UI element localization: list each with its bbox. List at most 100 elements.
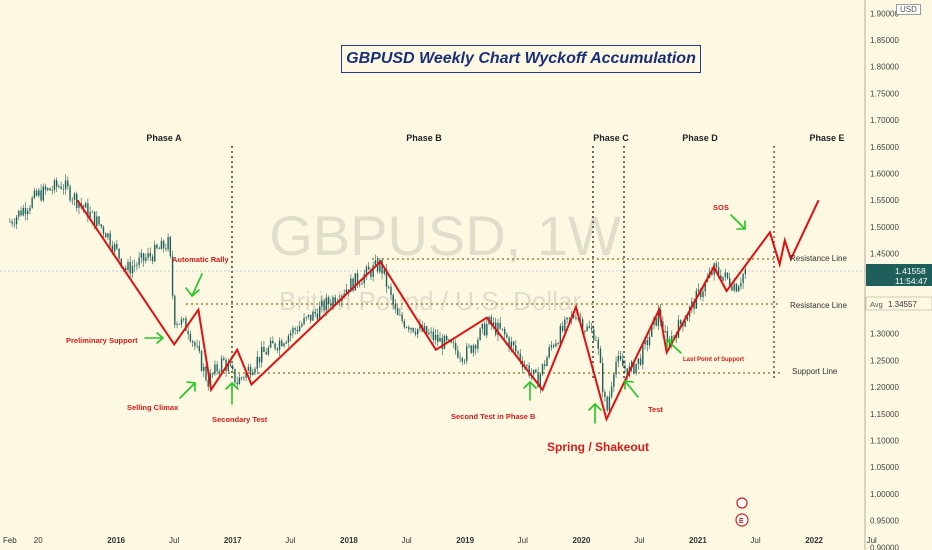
- candle: [443, 335, 446, 349]
- candle: [200, 351, 203, 371]
- candle: [365, 266, 368, 275]
- candle: [323, 300, 325, 311]
- candle: [722, 276, 724, 281]
- candle: [234, 368, 236, 383]
- candle: [613, 374, 615, 387]
- candle: [646, 339, 648, 346]
- candle: [13, 223, 16, 225]
- candle: [11, 221, 13, 224]
- candle: [584, 330, 586, 332]
- candle: [680, 320, 682, 324]
- candle: [314, 311, 316, 314]
- x-tick-label: 20: [34, 536, 43, 545]
- candle: [742, 274, 744, 283]
- candle: [557, 343, 559, 344]
- candle: [145, 257, 147, 261]
- candle: [586, 326, 588, 331]
- candle: [573, 315, 575, 318]
- candle: [537, 372, 539, 388]
- resistance-lower-label: Resistance Line: [790, 301, 847, 310]
- candle: [541, 364, 544, 375]
- candle: [470, 345, 472, 353]
- y-tick-label: 1.85000: [870, 36, 899, 45]
- candle: [67, 180, 69, 187]
- test-label: Test: [648, 405, 663, 414]
- candle: [35, 190, 38, 196]
- arrow-icon: [144, 332, 165, 344]
- candle: [240, 377, 243, 379]
- resistance-upper-label: Resistance Line: [790, 254, 847, 263]
- candle: [289, 333, 292, 336]
- candle: [590, 327, 593, 330]
- candle: [307, 314, 310, 317]
- candle: [96, 216, 98, 227]
- candle: [597, 339, 599, 349]
- candle: [519, 353, 521, 362]
- y-tick-label: 1.00000: [870, 490, 899, 499]
- phase-a-label: Phase A: [146, 133, 182, 143]
- last-price-tag: [866, 264, 932, 286]
- y-tick-label: 1.30000: [870, 330, 899, 339]
- chart-title: GBPUSD Weekly Chart Wyckoff Accumulation: [341, 45, 701, 73]
- candle: [60, 186, 62, 189]
- candle: [22, 208, 24, 216]
- candle: [20, 210, 22, 216]
- candle: [69, 186, 71, 201]
- candle: [176, 323, 178, 325]
- candle: [303, 317, 305, 325]
- candle: [343, 293, 345, 296]
- candle: [463, 360, 466, 362]
- candle: [352, 278, 354, 291]
- candle: [637, 358, 640, 364]
- candle: [390, 286, 392, 295]
- candle: [735, 283, 738, 292]
- lps-label: Last Point of Support: [683, 357, 744, 363]
- candle: [535, 369, 537, 373]
- candle: [454, 343, 457, 351]
- candle: [704, 281, 706, 292]
- time-axis: Feb 20 2016 Jul 2017 Jul 2018 Jul 2019 Jul 2020 Jul…: [3, 536, 877, 545]
- candle: [276, 348, 279, 350]
- candle: [169, 237, 172, 257]
- candle: [64, 180, 67, 190]
- candle: [651, 324, 653, 337]
- candle: [448, 339, 450, 341]
- candle: [457, 350, 459, 358]
- candle: [367, 266, 370, 270]
- candle: [15, 216, 18, 225]
- candle: [508, 337, 510, 348]
- candle: [602, 363, 604, 392]
- candle: [254, 368, 256, 373]
- candle: [24, 208, 27, 215]
- candle: [232, 365, 234, 369]
- arrow-icon: [225, 381, 239, 405]
- candle: [55, 180, 58, 187]
- candle: [350, 278, 352, 292]
- candle: [434, 334, 437, 340]
- candle: [220, 358, 223, 372]
- candle: [298, 326, 301, 332]
- candle: [203, 366, 205, 371]
- candle: [642, 344, 644, 365]
- candle: [263, 346, 265, 353]
- candle: [218, 371, 221, 373]
- candle: [9, 221, 11, 223]
- candle: [252, 372, 254, 376]
- candle: [691, 301, 693, 307]
- candle: [53, 180, 56, 191]
- candle: [648, 336, 651, 346]
- candle: [274, 343, 276, 349]
- secondary-test-label: Secondary Test: [212, 415, 268, 424]
- candle: [512, 341, 515, 346]
- candle: [526, 365, 528, 367]
- y-tick-label: 1.90000: [870, 9, 899, 18]
- candle: [238, 377, 241, 385]
- avg-label: Avg: [870, 300, 883, 309]
- candle: [619, 355, 622, 360]
- candle: [604, 391, 606, 397]
- candle: [566, 317, 568, 320]
- candle: [401, 314, 403, 321]
- candle: [564, 319, 566, 331]
- candle: [414, 331, 417, 335]
- x-tick-label: 2018: [340, 536, 358, 545]
